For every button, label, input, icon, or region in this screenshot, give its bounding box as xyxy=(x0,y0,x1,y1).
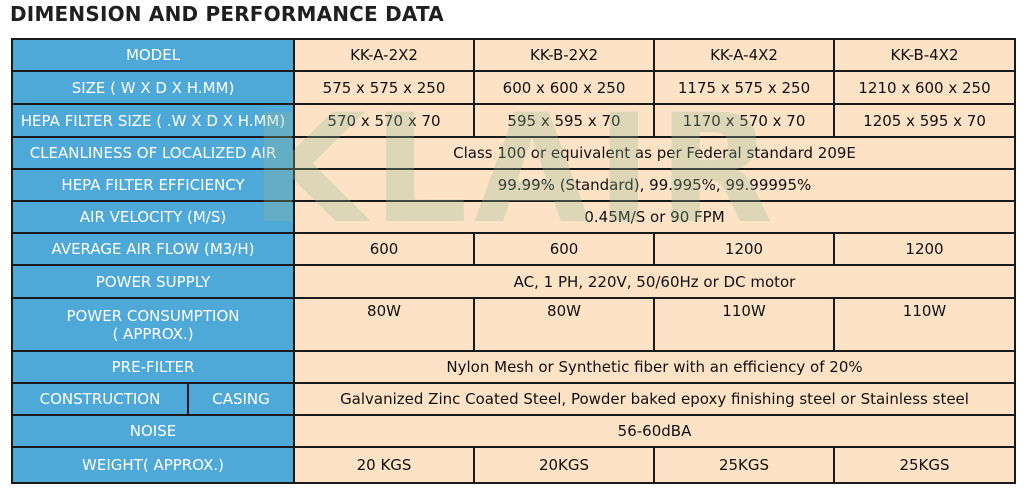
power-consumption-label-line2: ( APPROX.) xyxy=(112,324,194,343)
model-cell: KK-A-2X2 xyxy=(293,38,476,72)
weight-cell: 25KGS xyxy=(833,446,1017,484)
performance-data-table: MODEL KK-A-2X2 KK-B-2X2 KK-A-4X2 KK-B-4X… xyxy=(10,38,1017,484)
page-title: DIMENSION AND PERFORMANCE DATA xyxy=(10,2,444,26)
weight-cell: 20KGS xyxy=(473,446,656,484)
hepa-size-cell: 1205 x 595 x 70 xyxy=(833,103,1017,138)
construction-value: Galvanized Zinc Coated Steel, Powder bak… xyxy=(293,382,1017,416)
hepa-size-label: HEPA FILTER SIZE ( .W X D X H.MM) xyxy=(10,103,296,138)
weight-row: WEIGHT( APPROX.) 20 KGS 20KGS 25KGS 25KG… xyxy=(10,446,1017,484)
efficiency-label: HEPA FILTER EFFICIENCY xyxy=(10,168,296,202)
construction-row: CONSTRUCTION CASING Galvanized Zinc Coat… xyxy=(11,382,1017,416)
efficiency-row: HEPA FILTER EFFICIENCY 99.99% (Standard)… xyxy=(10,168,1017,202)
size-cell: 1210 x 600 x 250 xyxy=(833,70,1017,105)
model-label: MODEL xyxy=(10,38,296,72)
model-cell: KK-A-4X2 xyxy=(653,38,836,72)
model-cell: KK-B-4X2 xyxy=(833,38,1017,72)
velocity-row: AIR VELOCITY (M/S) 0.45M/S or 90 FPM xyxy=(10,200,1017,234)
power-consumption-cell: 110W xyxy=(833,297,1017,352)
size-cell: 575 x 575 x 250 xyxy=(293,70,476,105)
power-consumption-cell: 110W xyxy=(653,297,836,352)
casing-label: CASING xyxy=(186,382,296,416)
power-consumption-label-line1: POWER CONSUMPTION xyxy=(66,306,240,325)
hepa-size-row: HEPA FILTER SIZE ( .W X D X H.MM) 570 x … xyxy=(10,103,1017,138)
construction-label: CONSTRUCTION xyxy=(11,382,189,416)
weight-label: WEIGHT( APPROX.) xyxy=(10,446,296,484)
cleanliness-row: CLEANLINESS OF LOCALIZED AIR Class 100 o… xyxy=(10,136,1017,170)
airflow-cell: 600 xyxy=(293,232,476,266)
noise-row: NOISE 56-60dBA xyxy=(10,414,1017,448)
noise-value: 56-60dBA xyxy=(293,414,1017,448)
cleanliness-label: CLEANLINESS OF LOCALIZED AIR xyxy=(10,136,296,170)
power-supply-label: POWER SUPPLY xyxy=(10,264,296,299)
noise-label: NOISE xyxy=(10,414,296,448)
cleanliness-value: Class 100 or equivalent as per Federal s… xyxy=(293,136,1017,170)
prefilter-row: PRE-FILTER Nylon Mesh or Synthetic fiber… xyxy=(10,350,1017,384)
power-consumption-label: POWER CONSUMPTION ( APPROX.) xyxy=(10,297,296,352)
size-cell: 600 x 600 x 250 xyxy=(473,70,656,105)
velocity-label: AIR VELOCITY (M/S) xyxy=(10,200,296,234)
hepa-size-cell: 570 x 570 x 70 xyxy=(293,103,476,138)
power-supply-value: AC, 1 PH, 220V, 50/60Hz or DC motor xyxy=(293,264,1017,299)
power-consumption-cell: 80W xyxy=(473,297,656,352)
power-consumption-row: POWER CONSUMPTION ( APPROX.) 80W 80W 110… xyxy=(10,297,1017,352)
weight-cell: 20 KGS xyxy=(293,446,476,484)
efficiency-value: 99.99% (Standard), 99.995%, 99.99995% xyxy=(293,168,1017,202)
hepa-size-cell: 595 x 595 x 70 xyxy=(473,103,656,138)
airflow-cell: 1200 xyxy=(833,232,1017,266)
prefilter-label: PRE-FILTER xyxy=(10,350,296,384)
velocity-value: 0.45M/S or 90 FPM xyxy=(293,200,1017,234)
size-label: SIZE ( W X D X H.MM) xyxy=(10,70,296,105)
airflow-label: AVERAGE AIR FLOW (M3/H) xyxy=(10,232,296,266)
airflow-cell: 600 xyxy=(473,232,656,266)
power-supply-row: POWER SUPPLY AC, 1 PH, 220V, 50/60Hz or … xyxy=(10,264,1017,299)
model-cell: KK-B-2X2 xyxy=(473,38,656,72)
airflow-row: AVERAGE AIR FLOW (M3/H) 600 600 1200 120… xyxy=(10,232,1017,266)
prefilter-value: Nylon Mesh or Synthetic fiber with an ef… xyxy=(293,350,1017,384)
hepa-size-cell: 1170 x 570 x 70 xyxy=(653,103,836,138)
size-cell: 1175 x 575 x 250 xyxy=(653,70,836,105)
size-row: SIZE ( W X D X H.MM) 575 x 575 x 250 600… xyxy=(10,70,1017,105)
weight-cell: 25KGS xyxy=(653,446,836,484)
power-consumption-cell: 80W xyxy=(293,297,476,352)
model-row: MODEL KK-A-2X2 KK-B-2X2 KK-A-4X2 KK-B-4X… xyxy=(10,38,1017,72)
airflow-cell: 1200 xyxy=(653,232,836,266)
